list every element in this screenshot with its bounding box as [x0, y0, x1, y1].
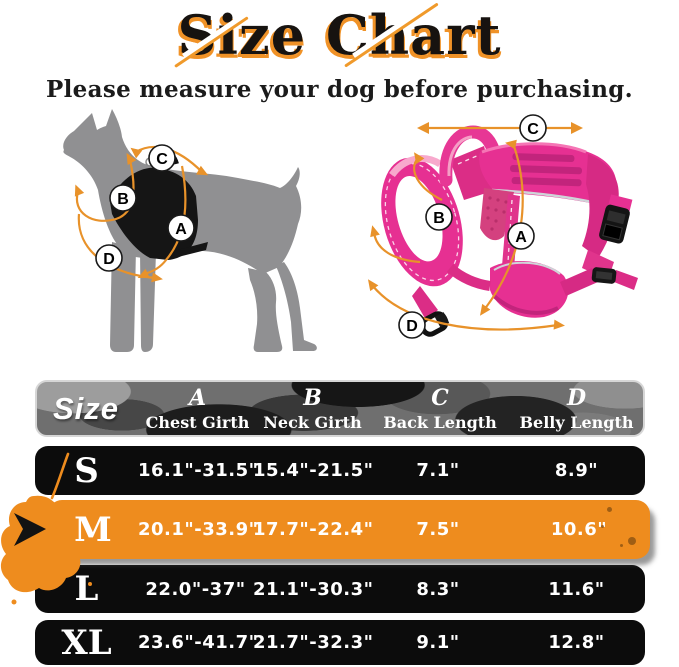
size-cell: S — [74, 450, 99, 491]
neck-girth-cell: 17.7"-22.4" — [253, 519, 374, 540]
size-cell: M — [74, 509, 112, 550]
table-row-size-l: L 22.0"-37" 21.1"-30.3" 8.3" 11.6" — [35, 565, 645, 613]
back-length-cell: 9.1" — [416, 632, 460, 653]
paint-speckle — [628, 537, 636, 545]
size-cell: L — [74, 569, 99, 609]
belly-length-cell: 8.9" — [554, 460, 599, 481]
measure-instruction-text: Please measure your dog before purchasin… — [46, 76, 633, 103]
neck-girth-cell: 21.7"-32.3" — [253, 632, 374, 653]
neck-girth-cell: 15.4"-21.5" — [253, 460, 374, 481]
table-row-size-m-highlighted: M 20.1"-33.9" 17.7"-22.4" 7.5" 10.6" — [0, 452, 650, 605]
table-row-size-s: S 16.1"-31.5" 15.4"-21.5" 7.1" 8.9" — [35, 446, 645, 495]
label-c: C — [156, 151, 168, 168]
paint-speckle — [620, 544, 623, 547]
column-header-neck-girth: B Neck Girth — [263, 385, 362, 432]
label-c: C — [527, 121, 539, 138]
belly-length-cell: 12.8" — [548, 632, 605, 653]
chest-girth-cell: 16.1"-31.5" — [138, 460, 259, 481]
back-length-cell: 7.5" — [416, 519, 460, 540]
paint-speckle — [607, 507, 612, 512]
belly-length-cell: 10.6" — [550, 519, 608, 540]
label-b: B — [117, 191, 129, 208]
paint-speckle — [601, 525, 604, 528]
harness-measurement-arrows — [371, 126, 575, 331]
column-header-back-length: C Back Length — [383, 385, 497, 432]
chest-girth-cell: 23.6"-41.7" — [138, 632, 259, 653]
dog-measurement-diagram: C B A D — [63, 109, 317, 352]
label-d: D — [406, 318, 418, 335]
belly-length-cell: 11.6" — [548, 578, 605, 600]
label-b: B — [433, 210, 445, 227]
harness-measurement-labels: C B A D — [398, 114, 547, 339]
chest-girth-cell: 22.0"-37" — [145, 578, 246, 600]
chest-girth-cell: 20.1"-33.9" — [138, 519, 259, 540]
size-table: Size A Chest Girth B Neck Girth C Back L… — [0, 380, 650, 667]
dog-arrowheads — [74, 147, 209, 283]
harness-measurement-diagram: C B A D — [367, 114, 638, 339]
size-table-header: Size A Chest Girth B Neck Girth C Back L… — [35, 380, 645, 437]
label-a: A — [175, 221, 187, 238]
neck-girth-cell: 21.1"-30.3" — [253, 578, 374, 600]
label-a: A — [515, 229, 527, 246]
back-length-cell: 8.3" — [416, 578, 460, 600]
size-cell: XL — [61, 622, 112, 663]
column-header-belly-length: D Belly Length — [519, 385, 634, 432]
pointer-arrow-icon — [14, 513, 46, 546]
column-header-chest-girth: A Chest Girth — [145, 385, 250, 432]
pink-harness-illustration — [381, 125, 638, 337]
page-title: Size Chart — [177, 3, 502, 67]
label-d: D — [103, 251, 115, 268]
back-length-cell: 7.1" — [416, 460, 460, 481]
size-header-label: Size — [53, 390, 120, 426]
table-row-size-xl: XL 23.6"-41.7" 21.7"-32.3" 9.1" 12.8" — [35, 620, 645, 665]
dog-measurement-labels: C B A D — [95, 144, 195, 272]
harness-arrowheads — [367, 122, 583, 330]
